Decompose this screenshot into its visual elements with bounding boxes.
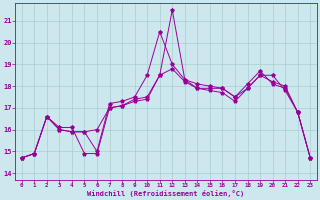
X-axis label: Windchill (Refroidissement éolien,°C): Windchill (Refroidissement éolien,°C) [87,190,244,197]
